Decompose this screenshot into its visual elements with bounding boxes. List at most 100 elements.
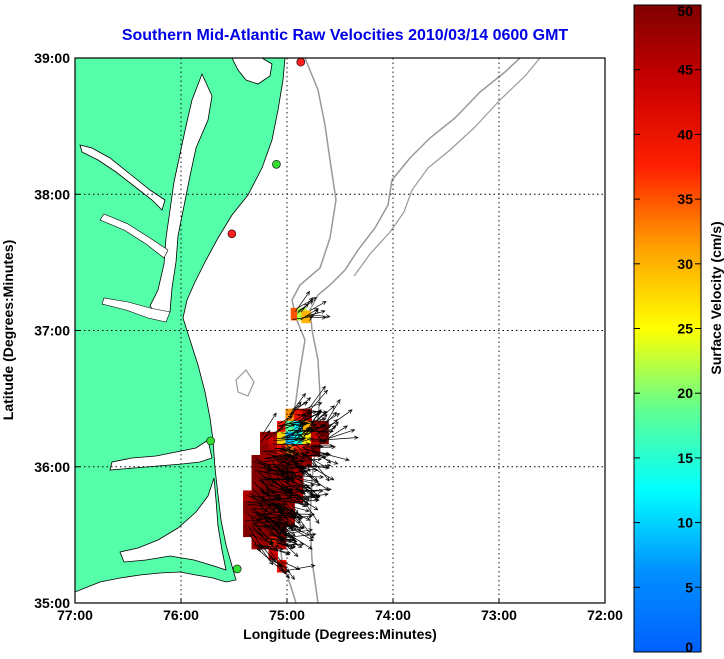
velocity-vector — [308, 414, 328, 433]
velocity-vector — [306, 424, 325, 436]
velocity-vector — [281, 436, 306, 441]
x-axis-label: Longitude (Degrees:Minutes) — [243, 626, 437, 642]
velocity-cell — [268, 524, 278, 538]
velocity-cell — [268, 513, 278, 527]
velocity-vector — [297, 410, 318, 416]
velocity-vector — [287, 525, 314, 542]
colorbar-tick-label: 35 — [677, 191, 693, 207]
velocity-vector — [311, 410, 327, 426]
velocity-cell — [251, 455, 261, 468]
velocity-vector — [319, 452, 350, 462]
velocity-cell — [285, 408, 295, 422]
velocity-cell — [260, 431, 270, 445]
y-axis: 35:00 36:00 37:00 38:00 39:00 — [34, 50, 80, 611]
velocity-vector — [277, 537, 297, 542]
velocity-vector — [302, 446, 327, 458]
colorbar-tick-label: 15 — [677, 450, 693, 466]
velocity-cell — [285, 478, 295, 491]
radar-station-marker — [206, 436, 215, 446]
velocity-cell — [301, 310, 311, 324]
velocity-vector — [302, 426, 312, 440]
velocity-vector — [310, 301, 327, 311]
velocity-cell — [260, 536, 270, 550]
velocity-vector — [260, 502, 287, 507]
velocity-cell — [285, 513, 295, 527]
potomac-river — [79, 144, 166, 211]
x-tick-label: 72:00 — [587, 607, 623, 623]
velocity-vector — [283, 532, 317, 539]
velocity-vector — [286, 515, 303, 521]
velocity-vector — [317, 419, 338, 439]
velocity-vector — [249, 493, 281, 498]
velocity-vector — [306, 426, 320, 435]
chart-title: Southern Mid-Atlantic Raw Velocities 201… — [122, 27, 569, 44]
velocity-vector — [254, 509, 284, 517]
velocity-vector — [244, 518, 261, 523]
velocity-cell — [268, 444, 278, 457]
velocity-cell — [260, 444, 270, 457]
velocity-vector — [300, 402, 323, 412]
velocity-vector — [294, 424, 304, 439]
velocity-vector — [326, 421, 339, 438]
x-tick-label: 75:00 — [269, 607, 305, 623]
velocity-vector — [286, 532, 313, 550]
velocity-cell — [260, 524, 270, 538]
colorbar-tick-label: 5 — [685, 579, 693, 595]
velocity-cell — [276, 478, 287, 491]
velocity-vector — [277, 556, 295, 580]
velocity-vector — [313, 454, 339, 465]
velocity-vector — [297, 487, 332, 492]
delaware-bay — [231, 58, 273, 85]
velocity-cell — [276, 513, 287, 527]
velocity-cell — [243, 501, 253, 514]
velocity-vector — [284, 528, 314, 535]
velocity-vector — [268, 535, 284, 540]
velocity-vector — [319, 425, 348, 445]
velocity-cell — [243, 524, 253, 538]
map-area — [75, 58, 605, 603]
velocity-vector — [291, 450, 311, 456]
velocity-cell — [293, 420, 304, 434]
velocity-cell — [251, 467, 261, 480]
x-tick-label: 77:00 — [57, 607, 93, 623]
velocity-vector — [261, 412, 277, 436]
radar-stations — [206, 58, 306, 574]
y-tick-label: 38:00 — [34, 186, 70, 202]
velocity-vector — [291, 474, 324, 480]
velocity-cell — [285, 444, 295, 457]
velocity-vector — [291, 442, 311, 447]
colorbar-tick-label: 10 — [677, 515, 693, 531]
gridlines — [75, 58, 605, 603]
velocity-cell — [268, 455, 278, 468]
velocity-cell — [285, 501, 295, 514]
velocity-vector — [284, 494, 321, 503]
velocity-vector — [282, 561, 301, 570]
velocity-cell — [310, 431, 321, 445]
velocity-vector — [310, 314, 331, 319]
velocity-cell — [302, 420, 312, 434]
velocity-cell — [268, 478, 278, 491]
velocity-cell — [251, 536, 261, 550]
colorbar-ticks: 0 5 10 15 20 25 30 35 40 45 50 — [634, 3, 701, 655]
velocity-vector — [284, 483, 315, 488]
velocity-vector — [311, 458, 330, 482]
velocity-vector — [323, 398, 341, 427]
velocity-cell — [268, 501, 278, 514]
colorbar-tick-label: 25 — [677, 321, 693, 337]
velocity-cell — [251, 524, 261, 538]
y-tick-label: 35:00 — [34, 595, 70, 611]
colorbar — [633, 4, 702, 653]
isobath-shelf — [353, 58, 541, 277]
velocity-cell — [276, 431, 287, 445]
velocity-vector — [305, 385, 326, 414]
x-tick-label: 73:00 — [481, 607, 517, 623]
velocity-cell — [243, 490, 253, 504]
velocity-vector — [279, 493, 302, 498]
velocity-vector — [289, 392, 306, 416]
colorbar-tick-label: 30 — [677, 256, 693, 272]
velocity-vector — [252, 524, 269, 529]
velocity-cell — [276, 490, 287, 504]
velocity-vector — [287, 469, 306, 474]
velocity-vector — [247, 503, 272, 509]
